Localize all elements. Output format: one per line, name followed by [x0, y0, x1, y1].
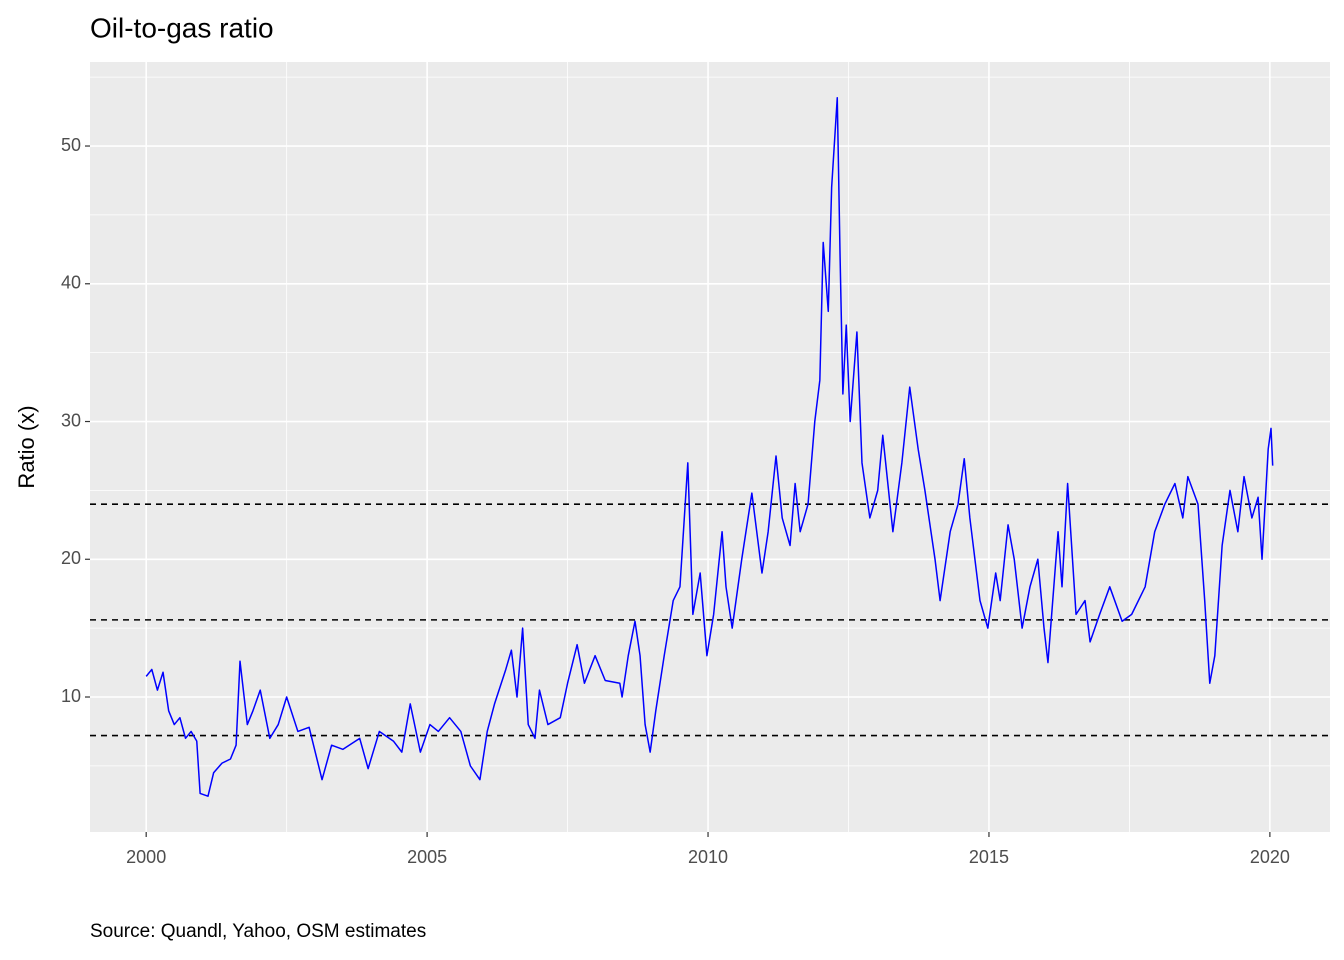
caption: Source: Quandl, Yahoo, OSM estimates	[90, 921, 426, 942]
y-tick-label: 40	[61, 273, 81, 293]
y-tick-label: 20	[61, 548, 81, 568]
x-tick-label: 2015	[969, 847, 1009, 867]
grid	[90, 62, 1330, 832]
y-axis-label: Ratio (x)	[14, 405, 39, 488]
y-tick-label: 30	[61, 410, 81, 430]
data-line	[145, 97, 1274, 797]
marks	[90, 97, 1330, 797]
plot-panel	[90, 62, 1330, 832]
x-tick-label: 2020	[1250, 847, 1290, 867]
y-tick-label: 50	[61, 135, 81, 155]
x-tick-label: 2010	[688, 847, 728, 867]
chart-title: Oil-to-gas ratio	[90, 12, 274, 43]
x-tick-label: 2000	[126, 847, 166, 867]
y-tick-label: 10	[61, 686, 81, 706]
x-tick-label: 2005	[407, 847, 447, 867]
